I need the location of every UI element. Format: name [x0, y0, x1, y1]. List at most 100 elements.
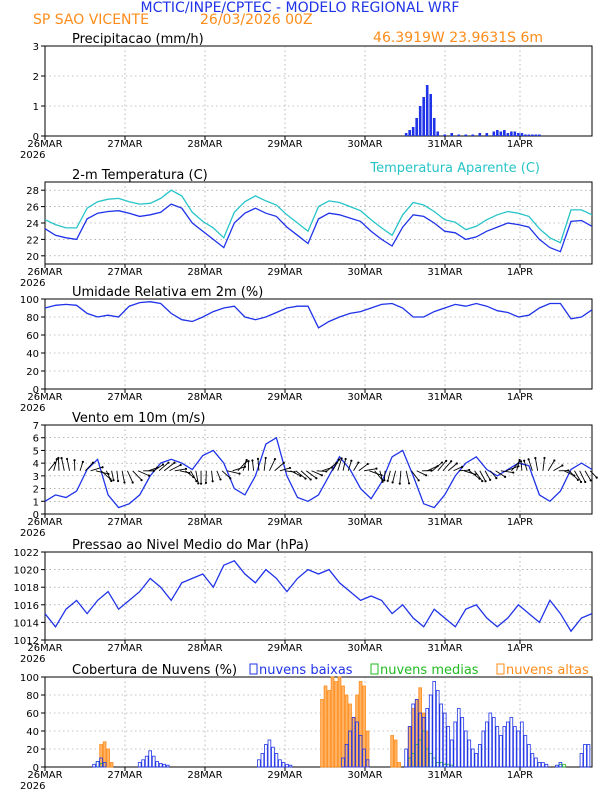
- wind-barb: [290, 470, 301, 477]
- cloud-bar: [260, 753, 265, 768]
- wind-barb-head: [288, 466, 292, 470]
- wind-barb-head: [440, 461, 444, 464]
- panel-3: 26MAR 27MAR 28MAR 29MAR 30MAR 31MAR 1APR 2026 0 2…: [20, 285, 593, 414]
- wind-barb: [84, 462, 94, 472]
- wind-barb: [358, 463, 369, 472]
- wind-barb-head: [245, 458, 248, 462]
- panel-frame: [44, 551, 593, 641]
- y-tick-label: 6: [33, 434, 39, 445]
- precip-bar: [506, 133, 510, 136]
- wind-barb: [158, 462, 169, 472]
- cloud-bar: [442, 712, 447, 768]
- wind-barb: [505, 465, 519, 472]
- wind-barb: [589, 470, 598, 478]
- wind-barb-head: [417, 479, 420, 482]
- wind-barb: [111, 470, 114, 481]
- cloud-bar: [341, 685, 345, 768]
- cloud-bar: [141, 759, 145, 768]
- wind-barb: [516, 459, 520, 471]
- cloud-bar: [365, 759, 370, 768]
- wind-barb-head: [229, 477, 232, 480]
- wind-speed-line: [44, 436, 593, 509]
- wind-barb: [484, 470, 491, 481]
- cloud-bar: [544, 763, 549, 768]
- cloud-bar: [414, 699, 419, 768]
- x-tick-label: 26MAR: [27, 392, 62, 403]
- cloud-bar: [390, 735, 394, 768]
- cloud-bar: [421, 712, 426, 768]
- x-tick-label: 31MAR: [427, 392, 462, 403]
- legend-swatch: [496, 663, 505, 675]
- wind-barb: [347, 460, 352, 471]
- cloud-bar: [288, 764, 293, 768]
- wind-barb-head: [147, 474, 151, 477]
- cloud-bar: [264, 744, 268, 768]
- x-tick-label: 27MAR: [107, 392, 142, 403]
- panel-1: 26MAR 27MAR 28MAR 29MAR 30MAR 31MAR 1APR 2026 0 1…: [20, 32, 593, 161]
- wind-barb-head: [256, 457, 260, 460]
- cloud-bar: [456, 708, 461, 768]
- wind-barb-head: [450, 460, 453, 463]
- wind-barb-head: [576, 478, 579, 481]
- x-tick-label: 31MAR: [427, 770, 462, 781]
- cloud-bar: [330, 676, 335, 768]
- y-tick-label: 0: [33, 763, 39, 774]
- precip-bar: [513, 131, 517, 136]
- y-tick-label: 1: [33, 102, 39, 113]
- cloud-bar: [358, 681, 363, 768]
- cloud-bar: [467, 739, 472, 768]
- cloud-bar: [407, 726, 412, 768]
- y-tick-label: 3: [33, 472, 39, 483]
- cloud-bar: [95, 761, 100, 768]
- cloud-bar: [460, 717, 465, 768]
- wind-barb: [458, 469, 470, 472]
- legend-label: nuvens altas: [506, 663, 589, 678]
- cloud-bar: [148, 750, 152, 768]
- cloud-bar: [165, 764, 170, 768]
- wind-barb-head: [204, 481, 208, 484]
- cloud-bar: [579, 753, 584, 768]
- wind-barb: [279, 467, 291, 472]
- x-tick-label: 26MAR: [27, 517, 62, 528]
- cloud-bar: [530, 753, 535, 768]
- y-tick-label: 1012: [14, 636, 39, 647]
- wind-barb: [137, 470, 150, 477]
- cloud-bar: [421, 717, 426, 768]
- x-tick-label: 1APR: [507, 517, 533, 528]
- wind-barb: [411, 470, 420, 481]
- wind-barb-head: [398, 482, 401, 485]
- cloud-bar: [348, 730, 352, 768]
- cloud-bar: [414, 699, 419, 768]
- y-tick-label: 1016: [14, 601, 39, 612]
- wind-barb-head: [386, 479, 389, 482]
- wind-barb-head: [60, 457, 63, 460]
- cloud-bar: [137, 762, 142, 768]
- wind-barb-head: [325, 470, 328, 473]
- wind-barb: [242, 459, 248, 471]
- wind-barb-head: [57, 456, 60, 460]
- wind-barb-head: [304, 477, 307, 480]
- panel-title: Precipitacao (mm/h): [72, 32, 204, 47]
- wind-barb-head: [199, 482, 203, 485]
- x-year-label: 2026: [20, 278, 45, 289]
- cloud-bar: [428, 753, 433, 768]
- legend-label: nuvens baixas: [259, 663, 353, 678]
- wind-barb: [184, 470, 194, 478]
- wind-barb-head: [445, 459, 448, 462]
- wind-barb-head: [101, 466, 104, 469]
- cloud-bar: [102, 762, 107, 768]
- wind-barb: [257, 458, 260, 471]
- wind-barb-head: [309, 478, 312, 481]
- y-tick-label: 1: [33, 497, 39, 508]
- wind-barb: [61, 458, 65, 471]
- cloud-bar: [492, 717, 496, 768]
- legend-swatch: [249, 663, 258, 675]
- wind-barb: [295, 470, 306, 479]
- cloud-bar: [271, 746, 275, 768]
- wind-barb-head: [337, 458, 341, 461]
- wind-barb-head: [123, 481, 126, 484]
- wind-barb-head: [366, 462, 369, 466]
- cloud-bar: [516, 730, 521, 768]
- y-tick-label: 60: [26, 709, 39, 720]
- wind-barb: [579, 470, 586, 483]
